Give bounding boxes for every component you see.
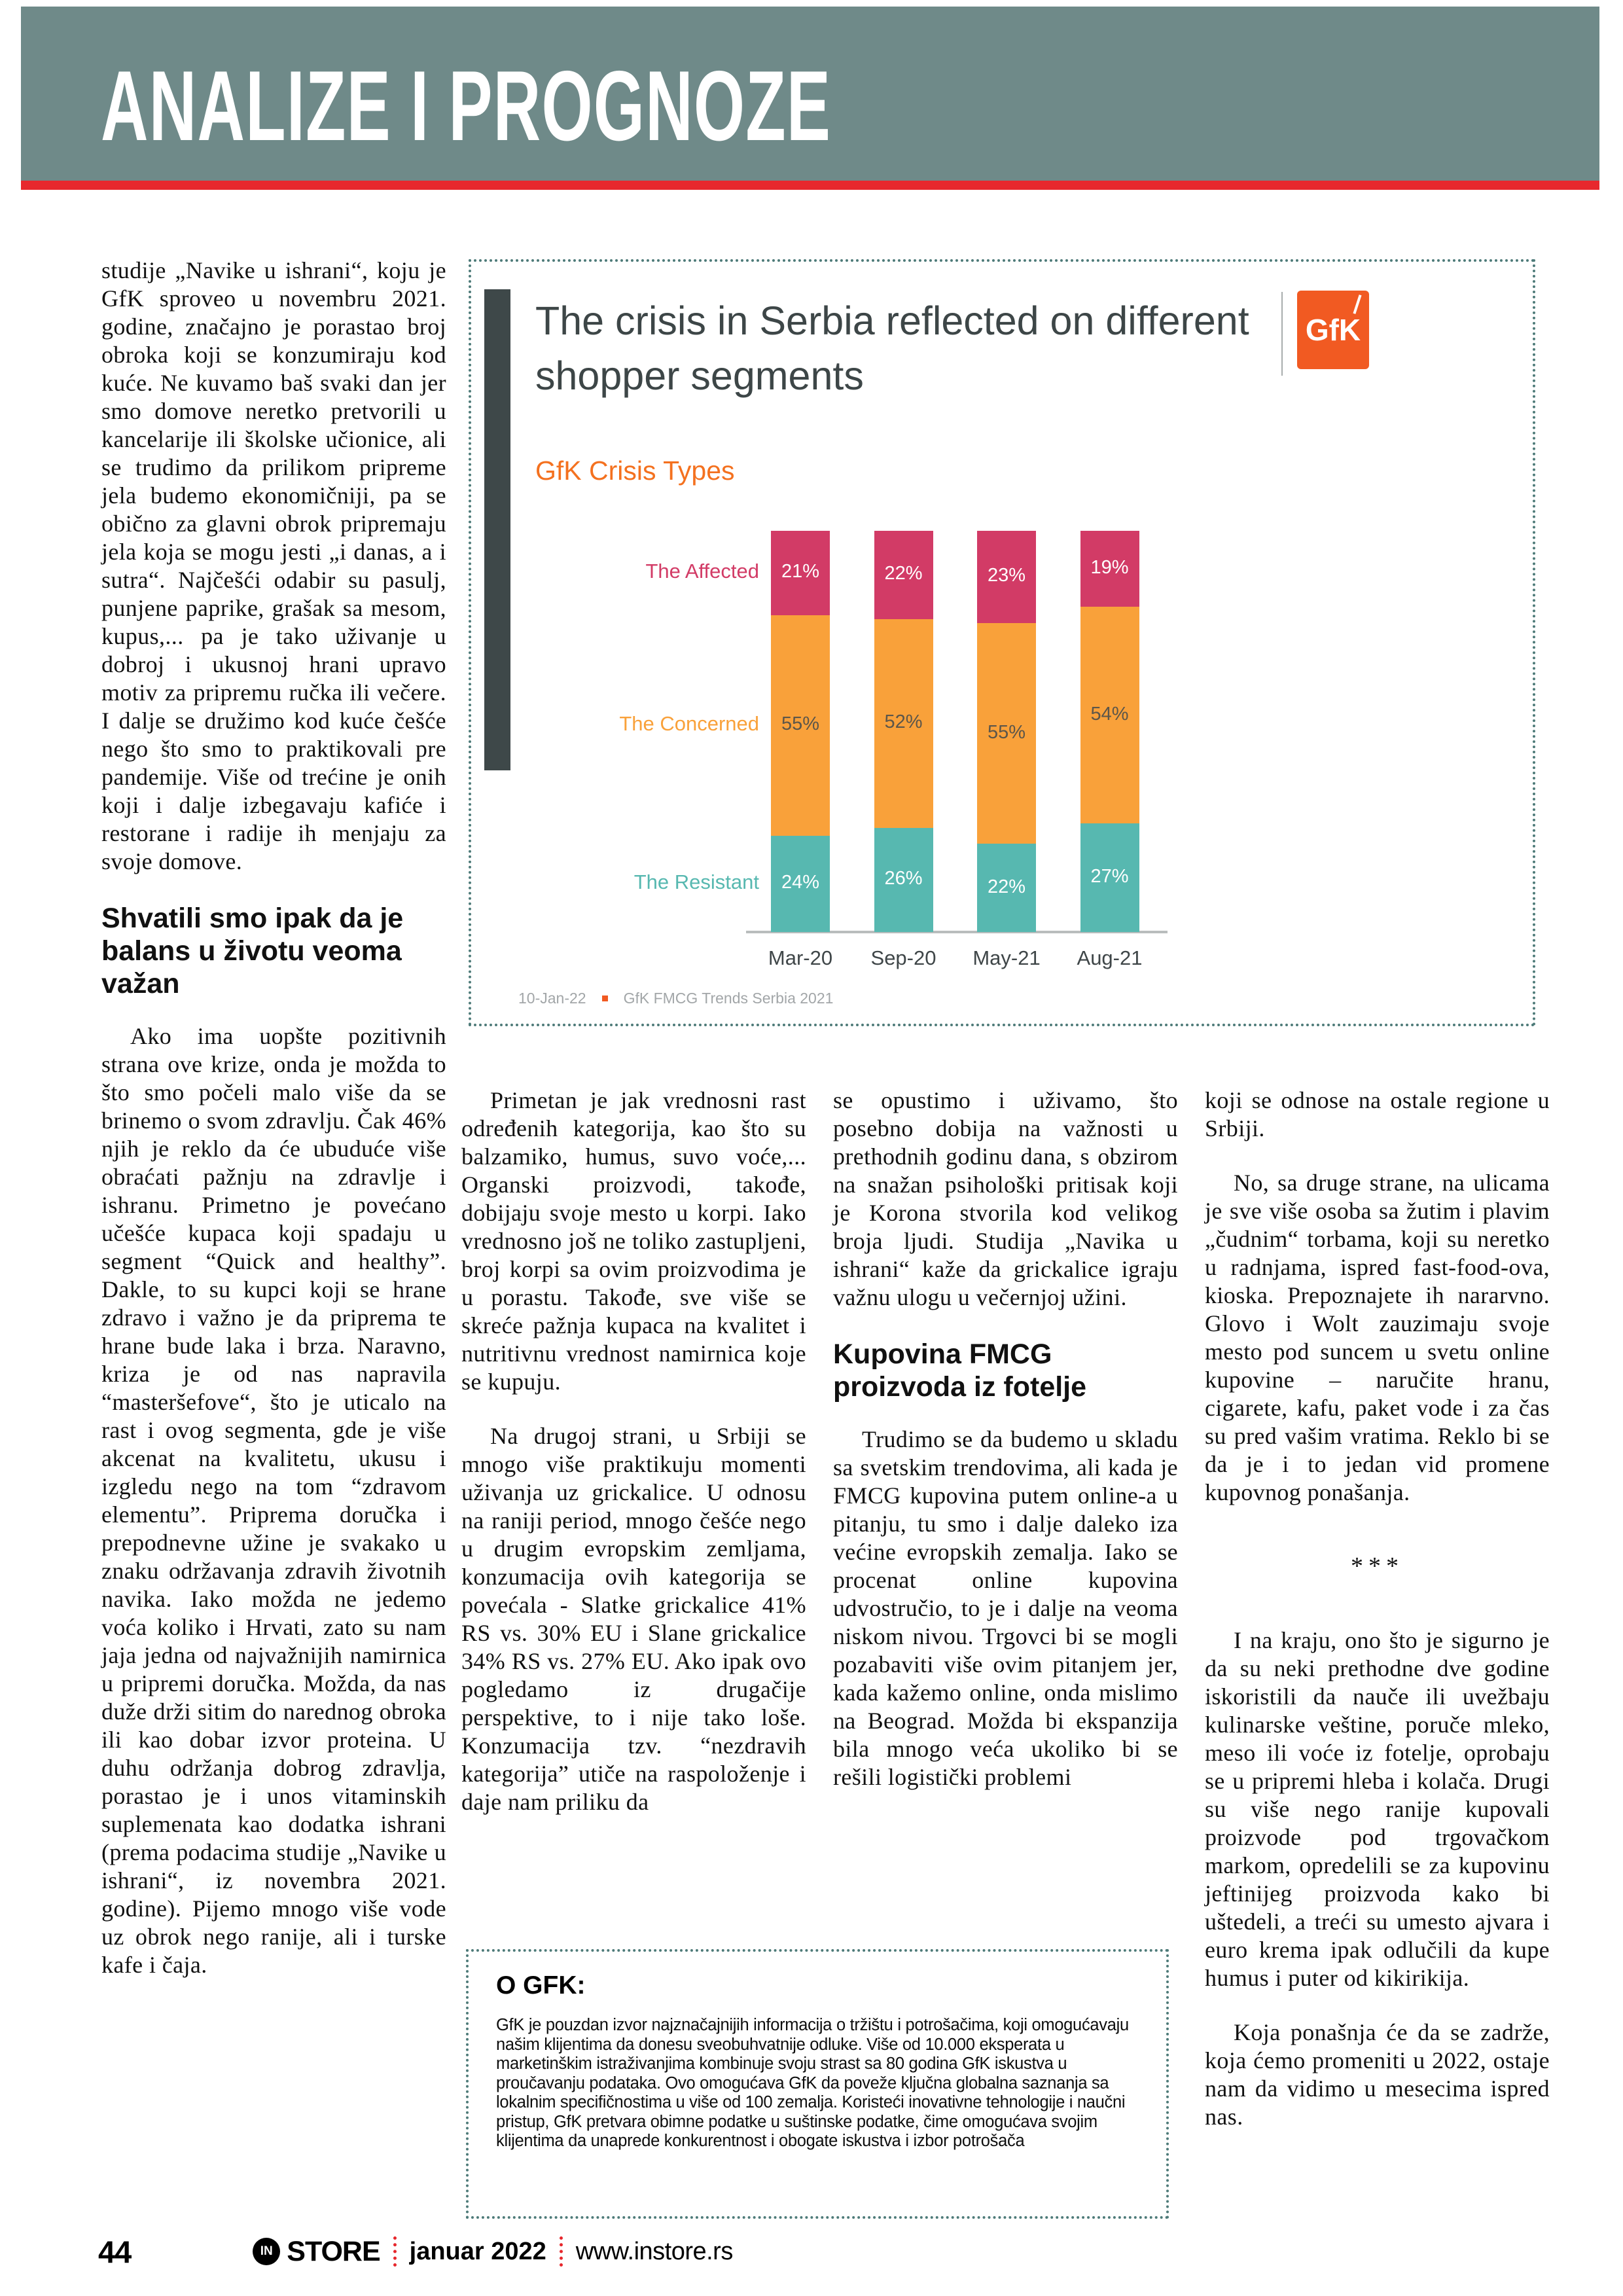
value-label-the-concerned-sep-20: 52% — [884, 711, 923, 733]
section-title: ANALIZE I PROGNOZE — [101, 50, 832, 162]
chart-panel: The crisis in Serbia reflected on differ… — [469, 259, 1535, 1026]
series-label-the-affected: The Affected — [645, 560, 760, 583]
section-header-band: ANALIZE I PROGNOZE — [21, 7, 1599, 181]
value-label-the-concerned-may-21: 55% — [987, 721, 1026, 743]
value-label-the-resistant-aug-21: 27% — [1090, 866, 1129, 888]
gfk-logo: GfK — [1297, 291, 1369, 369]
segment-the-concerned-sep-20 — [874, 619, 933, 828]
issue-date: januar 2022 — [409, 2237, 546, 2265]
value-label-the-resistant-sep-20: 26% — [884, 868, 923, 889]
segment-the-resistant-mar-20 — [771, 835, 830, 932]
segment-the-affected-may-21 — [977, 531, 1036, 623]
chart-accent-bar — [484, 289, 510, 770]
value-label-the-concerned-aug-21: 54% — [1090, 703, 1129, 725]
footnote-source: GfK FMCG Trends Serbia 2021 — [623, 990, 834, 1007]
category-label-aug-21: Aug-21 — [1077, 946, 1143, 969]
logo-divider-rule — [1281, 292, 1283, 376]
footer-divider-icon — [559, 2236, 563, 2267]
paragraph: Trudimo se da budemo u skladu sa svetski… — [833, 1426, 1178, 1790]
subheading-balans: Shvatili smo ipak da je balans u životu … — [101, 903, 404, 999]
paragraph: Koja ponašnja će da se zadrže, koja ćemo… — [1205, 2019, 1550, 2130]
paragraph: No, sa druge strane, na ulicama je sve v… — [1205, 1170, 1550, 1505]
series-label-the-concerned: The Concerned — [619, 712, 759, 736]
section-separator: *** — [1351, 1552, 1404, 1580]
value-label-the-affected-may-21: 23% — [987, 565, 1026, 586]
category-label-may-21: May-21 — [972, 946, 1041, 969]
about-gfk-box: O GFK: GfK je pouzdan izvor najznačajnij… — [466, 1949, 1169, 2219]
instore-logo: IN STORE — [253, 2235, 381, 2268]
segment-the-concerned-aug-21 — [1080, 607, 1139, 824]
x-axis-line — [746, 931, 1168, 933]
gfk-logo-text: GfK — [1305, 313, 1361, 347]
footer-divider-icon — [393, 2236, 397, 2267]
value-label-the-affected-aug-21: 19% — [1090, 557, 1129, 579]
value-label-the-affected-mar-20: 21% — [781, 561, 820, 583]
article-column-3: se opustimo i uživamo, što posebno dobij… — [833, 1086, 1178, 1818]
category-label-sep-20: Sep-20 — [870, 946, 936, 969]
segment-the-concerned-mar-20 — [771, 615, 830, 836]
value-label-the-affected-sep-20: 22% — [884, 563, 923, 584]
segment-the-affected-aug-21 — [1080, 531, 1139, 607]
segment-the-concerned-may-21 — [977, 622, 1036, 844]
segment-the-resistant-sep-20 — [874, 827, 933, 932]
segment-the-affected-sep-20 — [874, 531, 933, 619]
about-gfk-body: GfK je pouzdan izvor najznačajnijih info… — [496, 2016, 1129, 2150]
stacked-bar-plot: 24% 55% 21% Mar-20 26% 52% 22% Sep-20 22% 55% 23% M… — [471, 262, 1533, 1024]
chart-title: The crisis in Serbia reflected on differ… — [535, 298, 1249, 398]
page-footer: 44 IN STORE januar 2022 www.instore.rs — [98, 2233, 733, 2270]
value-label-the-concerned-mar-20: 55% — [781, 713, 820, 735]
article-column-4: koji se odnose na ostale regione u Srbij… — [1205, 1086, 1550, 2157]
website-link[interactable]: www.instore.rs — [575, 2237, 734, 2265]
in-circle-icon: IN — [253, 2238, 281, 2265]
paragraph: I na kraju, ono što je sigurno je da su … — [1205, 1627, 1550, 1991]
about-gfk-title: O GFK: — [496, 1971, 586, 2000]
paragraph: Primetan je jak vrednosni rast određenih… — [461, 1087, 806, 1395]
paragraph-continuation: se opustimo i uživamo, što posebno dobij… — [833, 1087, 1178, 1310]
page-number: 44 — [98, 2234, 132, 2269]
series-label-the-resistant: The Resistant — [633, 870, 759, 894]
subheading-fmcg: Kupovina FMCG proizvoda iz fotelje — [833, 1338, 1087, 1403]
category-label-mar-20: Mar-20 — [768, 946, 833, 969]
in-circle-text: IN — [260, 2244, 273, 2258]
chart-subtitle: GfK Crisis Types — [535, 456, 735, 486]
value-label-the-resistant-may-21: 22% — [987, 876, 1026, 897]
segment-the-resistant-aug-21 — [1080, 823, 1139, 932]
paragraph: Na drugoj strani, u Srbiji se mnogo više… — [461, 1423, 806, 1815]
header-red-stripe — [21, 181, 1599, 190]
paragraph: Ako ima uopšte pozitivnih strana ove kri… — [101, 1023, 446, 1978]
segment-the-affected-mar-20 — [771, 531, 830, 615]
footnote-date: 10-Jan-22 — [518, 990, 586, 1007]
segment-the-resistant-may-21 — [977, 844, 1036, 932]
article-column-1: studije „Navike u ishrani“, koju je GfK … — [101, 257, 446, 2005]
article-column-2: Primetan je jak vrednosni rast određenih… — [461, 1086, 806, 1842]
paragraph-continuation: koji se odnose na ostale regione u Srbij… — [1205, 1087, 1550, 1141]
store-wordmark: STORE — [287, 2235, 380, 2267]
footnote-bullet-icon — [601, 996, 608, 1001]
paragraph-continuation: studije „Navike u ishrani“, koju je GfK … — [101, 257, 446, 874]
chart-footnote: 10-Jan-22 GfK FMCG Trends Serbia 2021 — [518, 990, 833, 1007]
value-label-the-resistant-mar-20: 24% — [781, 872, 820, 893]
